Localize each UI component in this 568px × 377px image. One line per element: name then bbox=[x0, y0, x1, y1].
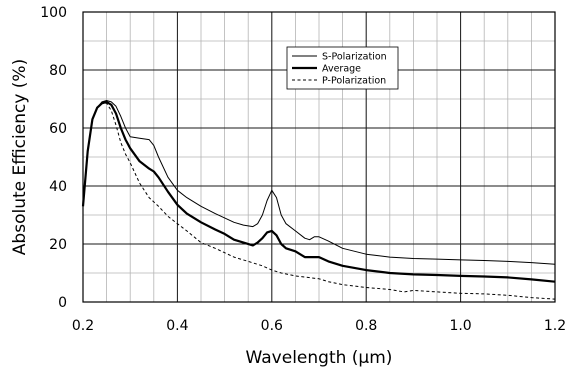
series-layer bbox=[81, 100, 556, 300]
y-tick-label: 40 bbox=[49, 179, 67, 195]
series-line-p-polarization bbox=[82, 102, 556, 300]
y-tick-labels: 0 20 40 60 80 100 bbox=[40, 5, 67, 311]
y-tick-label: 80 bbox=[49, 63, 67, 79]
x-tick-label: 1.0 bbox=[449, 318, 471, 334]
y-tick-label: 0 bbox=[58, 295, 67, 311]
y-tick-label: 100 bbox=[40, 5, 67, 21]
legend-label: Average bbox=[322, 64, 361, 75]
x-tick-label: 0.4 bbox=[166, 318, 188, 334]
x-tick-label: 0.6 bbox=[261, 318, 283, 334]
x-axis-title: Wavelength (µm) bbox=[246, 348, 393, 368]
x-tick-label: 0.2 bbox=[72, 318, 94, 334]
series-line-s-polarization bbox=[82, 100, 556, 265]
legend-label: P-Polarization bbox=[322, 76, 386, 87]
legend-label: S-Polarization bbox=[322, 52, 387, 63]
plot-frame bbox=[82, 11, 556, 303]
x-tick-label: 1.2 bbox=[544, 318, 566, 334]
x-tick-label: 0.8 bbox=[355, 318, 377, 334]
y-tick-label: 60 bbox=[49, 121, 67, 137]
y-tick-label: 20 bbox=[49, 237, 67, 253]
series-line-average bbox=[81, 100, 556, 283]
y-axis-title: Absolute Efficiency (%) bbox=[10, 59, 30, 255]
x-tick-labels: 0.2 0.4 0.6 0.8 1.0 1.2 bbox=[72, 318, 566, 334]
